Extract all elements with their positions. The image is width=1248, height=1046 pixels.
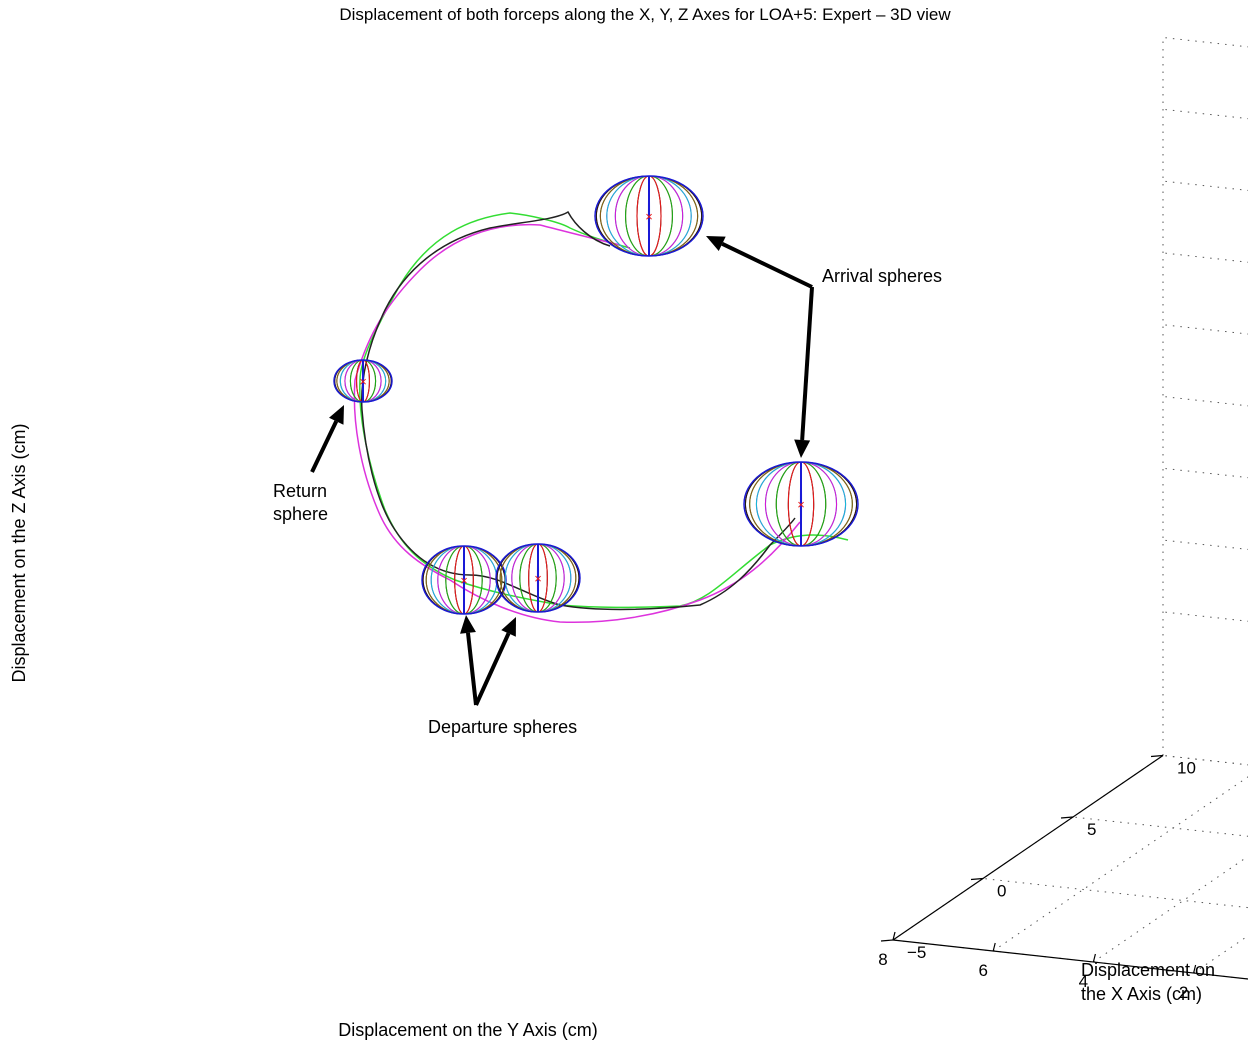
y-tick-mark bbox=[1193, 964, 1197, 974]
y-axis-line bbox=[892, 939, 1248, 980]
grid-line-back-wall bbox=[1162, 37, 1248, 48]
departure-spheres-label: Departure spheres bbox=[428, 717, 577, 737]
departure-sphere: × bbox=[421, 545, 507, 615]
annotation-arrows bbox=[310, 236, 814, 706]
x-tick-label: 5 bbox=[1087, 820, 1096, 839]
y-tick-mark bbox=[892, 931, 896, 941]
grid-line-back-wall bbox=[1162, 755, 1248, 766]
grid-line-back-wall bbox=[1162, 396, 1248, 407]
departure-arrow-1 bbox=[460, 615, 478, 706]
trajectory-line-3 bbox=[360, 210, 796, 611]
return-sphere-label-line2: sphere bbox=[273, 504, 328, 524]
grid-line-back-wall bbox=[1162, 324, 1248, 335]
sphere-center-marker: × bbox=[359, 374, 367, 389]
grid bbox=[892, 37, 1248, 980]
grid-line-floor bbox=[982, 878, 1248, 909]
trajectories bbox=[353, 210, 849, 624]
sphere-center-marker: × bbox=[534, 571, 542, 586]
return-sphere-label-line1: Return bbox=[273, 481, 327, 501]
x-tick-mark bbox=[970, 877, 984, 881]
grid-line-floor bbox=[1162, 755, 1248, 766]
sphere-center-marker: × bbox=[645, 209, 653, 224]
spheres: × × × × × bbox=[333, 175, 859, 615]
x-tick-mark bbox=[1060, 816, 1074, 819]
axes bbox=[880, 754, 1248, 980]
arrival-arrow-2 bbox=[794, 286, 814, 458]
grid-line-floor bbox=[992, 776, 1248, 952]
x-axis-line bbox=[892, 755, 1164, 941]
z-axis-label: Displacement on the Z Axis (cm) bbox=[9, 423, 29, 682]
trajectory-line-1 bbox=[359, 212, 849, 609]
y-tick-label: 6 bbox=[978, 961, 987, 980]
x-tick-label: −5 bbox=[907, 943, 926, 962]
y-tick-label: 4 bbox=[1079, 972, 1088, 991]
sphere-center-marker: × bbox=[460, 573, 468, 588]
trajectory-line-2 bbox=[353, 223, 801, 624]
grid-line-back-wall bbox=[1162, 611, 1248, 622]
x-axis-label-line2: the X Axis (cm) bbox=[1081, 984, 1202, 1004]
grid-line-floor bbox=[1193, 935, 1248, 974]
y-axis-label: Displacement on the Y Axis (cm) bbox=[338, 1020, 597, 1040]
return-arrow bbox=[310, 405, 344, 473]
departure-sphere: × bbox=[495, 543, 581, 613]
grid-line-back-wall bbox=[1162, 539, 1248, 550]
sphere-center-marker: × bbox=[797, 497, 805, 512]
y-tick-label: 8 bbox=[878, 950, 887, 969]
y-tick-mark bbox=[992, 942, 996, 952]
x-tick-label: 0 bbox=[997, 882, 1006, 901]
grid-line-floor bbox=[1093, 855, 1248, 963]
arrival-sphere: × bbox=[743, 461, 859, 547]
return-sphere: × bbox=[333, 359, 393, 403]
arrival-arrow-1 bbox=[706, 236, 813, 289]
grid-line-back-wall bbox=[1162, 467, 1248, 479]
x-axis-label-line1: Displacement on bbox=[1081, 960, 1215, 980]
x-tick-label: 10 bbox=[1177, 759, 1196, 778]
arrival-sphere: × bbox=[594, 175, 704, 257]
x-tick-mark bbox=[880, 939, 894, 942]
y-tick-label: 2 bbox=[1179, 983, 1188, 1002]
chart-title: Displacement of both forceps along the X… bbox=[339, 5, 951, 24]
departure-arrow-2 bbox=[474, 617, 516, 706]
grid-line-back-wall bbox=[1162, 108, 1248, 120]
grid-line-floor bbox=[1072, 816, 1248, 837]
grid-line-back-wall bbox=[1162, 180, 1248, 191]
grid-line-back-wall bbox=[1162, 252, 1248, 263]
y-tick-mark bbox=[1092, 953, 1096, 963]
x-tick-mark bbox=[1150, 754, 1164, 758]
arrival-spheres-label: Arrival spheres bbox=[822, 266, 942, 286]
